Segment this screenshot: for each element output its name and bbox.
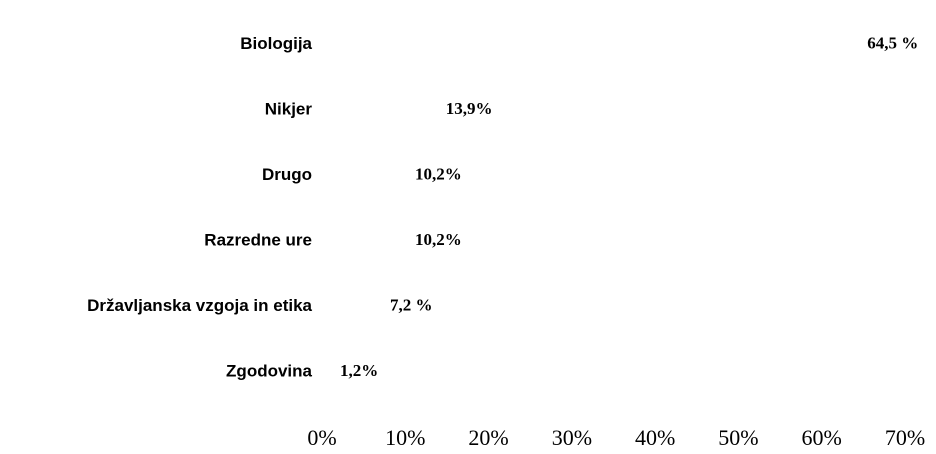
- value-label: 10,2%: [415, 230, 462, 249]
- value-label: 1,2%: [340, 361, 378, 380]
- category-label: Biologija: [240, 34, 312, 53]
- bar: [322, 156, 407, 196]
- bar: [322, 25, 860, 65]
- x-tick-label: 60%: [802, 425, 842, 450]
- bar: [322, 221, 407, 261]
- x-tick-label: 40%: [635, 425, 675, 450]
- category-label: Državljanska vzgoja in etika: [87, 296, 312, 315]
- value-label: 7,2 %: [390, 296, 433, 315]
- x-tick-label: 50%: [718, 425, 758, 450]
- x-tick-label: 70%: [885, 425, 925, 450]
- category-label: Nikjer: [265, 100, 313, 119]
- bar: [322, 352, 332, 392]
- category-label: Zgodovina: [226, 362, 312, 381]
- bar: [322, 90, 438, 130]
- value-label: 13,9%: [446, 99, 493, 118]
- x-tick-label: 10%: [385, 425, 425, 450]
- category-label: Razredne ure: [204, 231, 312, 250]
- value-label: 64,5 %: [867, 34, 918, 53]
- value-label: 10,2%: [415, 165, 462, 184]
- x-tick-label: 20%: [468, 425, 508, 450]
- category-label: Drugo: [262, 165, 312, 184]
- x-tick-label: 30%: [552, 425, 592, 450]
- bar: [322, 287, 382, 327]
- x-tick-label: 0%: [307, 425, 336, 450]
